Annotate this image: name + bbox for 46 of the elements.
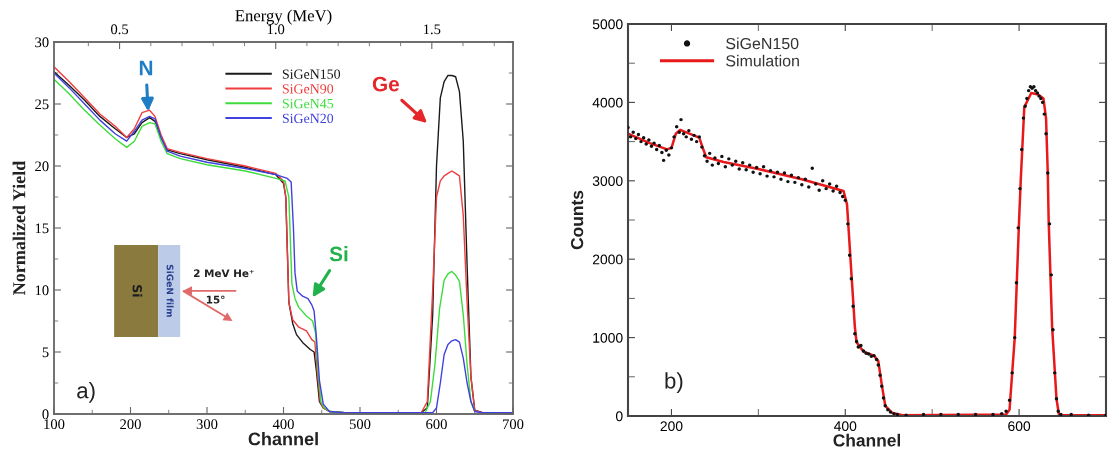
legend-label: SiGeN150 [726, 37, 799, 50]
y-tick-label: 20 [35, 161, 49, 172]
x-tick-label: 400 [272, 419, 294, 430]
annotation: SiGeN film [166, 264, 174, 317]
x-tick-label: 100 [44, 419, 65, 430]
annotation: 2 MeV He⁺ [194, 269, 254, 278]
annotation: b) [665, 372, 683, 394]
y-axis-title: Counts [570, 190, 584, 250]
annotation: a) [77, 382, 95, 403]
x-axis-title: Channel [248, 432, 318, 446]
legend-label: SiGeN45 [282, 98, 334, 109]
x-tick-label: 200 [660, 421, 683, 432]
x-axis-title: Channel [833, 433, 901, 447]
y-tick-label: 15 [35, 223, 49, 234]
y-tick-label: 5 [42, 347, 49, 358]
x-tick-label: 400 [834, 421, 857, 432]
y-tick-label: 0 [615, 411, 623, 422]
x2-tick-label: 1.0 [267, 24, 285, 35]
x2-axis-title: Energy (MeV) [235, 9, 332, 25]
annotation: Ge [372, 76, 400, 92]
legend-label: SiGeN20 [282, 113, 334, 124]
annotation: 15° [206, 295, 225, 304]
legend-label: Simulation [726, 54, 799, 67]
y-tick-label: 4000 [592, 97, 623, 108]
y-tick-label: 0 [42, 409, 49, 420]
x-tick-label: 500 [349, 419, 371, 430]
x-tick-label: 700 [503, 419, 524, 430]
y-tick-label: 10 [35, 285, 49, 296]
annotation: Si [132, 285, 143, 297]
y-axis-title: Normalized Yield [12, 160, 26, 295]
x2-tick-label: 0.5 [111, 24, 129, 35]
y-tick-label: 25 [35, 99, 49, 110]
x-tick-label: 600 [1008, 421, 1031, 432]
y-tick-label: 30 [35, 37, 49, 48]
x-tick-label: 200 [120, 419, 141, 430]
legend-label: SiGeN90 [282, 84, 334, 94]
annotation: Si [329, 246, 348, 262]
y-tick-label: 3000 [592, 176, 623, 186]
x-tick-label: 600 [426, 419, 447, 430]
x2-tick-label: 1.5 [423, 24, 441, 35]
x-tick-label: 300 [196, 419, 218, 430]
legend-label: SiGeN150 [282, 69, 341, 79]
y-tick-label: 2000 [592, 254, 623, 265]
annotation: N [139, 60, 153, 76]
y-tick-label: 5000 [592, 19, 623, 30]
y-tick-label: 1000 [593, 332, 623, 343]
